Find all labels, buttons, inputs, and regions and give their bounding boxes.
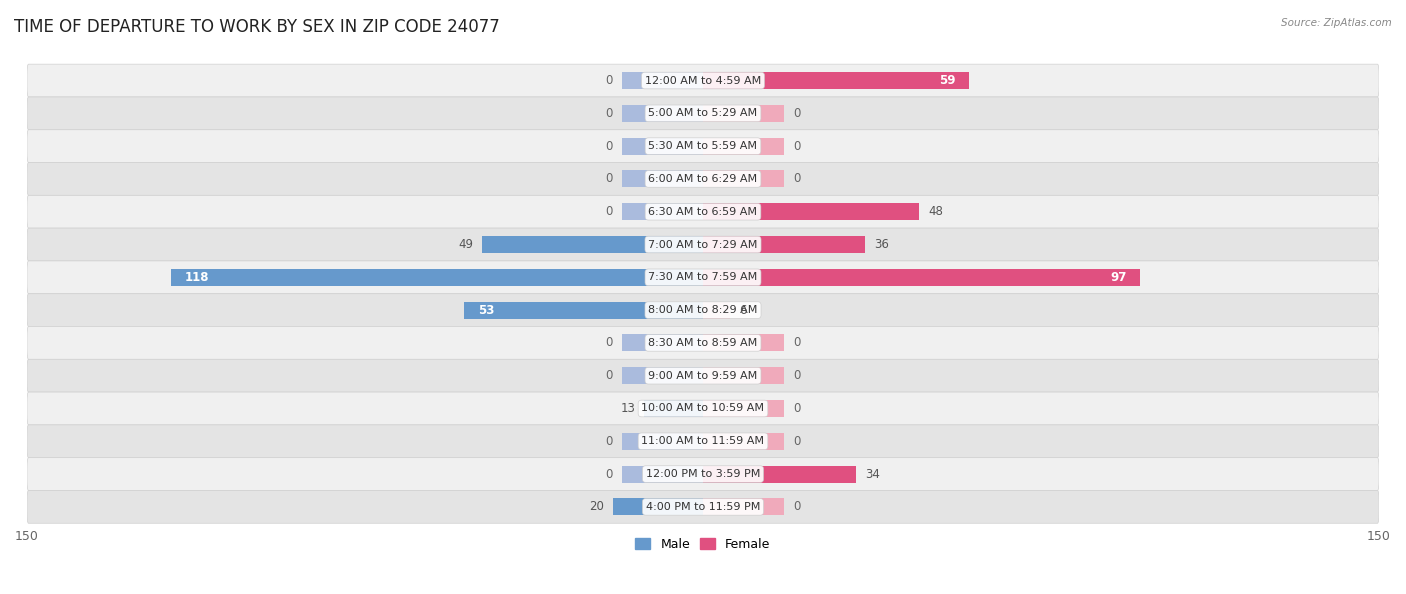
Text: Source: ZipAtlas.com: Source: ZipAtlas.com	[1281, 18, 1392, 28]
Text: 0: 0	[606, 369, 613, 382]
Text: 0: 0	[606, 467, 613, 481]
Text: 13: 13	[620, 402, 636, 415]
Text: 8:30 AM to 8:59 AM: 8:30 AM to 8:59 AM	[648, 338, 758, 348]
Text: 118: 118	[184, 271, 209, 284]
FancyBboxPatch shape	[27, 261, 1379, 293]
Bar	[621, 170, 703, 188]
Text: 53: 53	[478, 304, 494, 317]
Bar	[703, 269, 1140, 286]
Text: 0: 0	[606, 435, 613, 448]
Bar	[621, 367, 703, 384]
Text: 0: 0	[606, 172, 613, 185]
FancyBboxPatch shape	[27, 327, 1379, 359]
Text: 0: 0	[793, 336, 800, 349]
FancyBboxPatch shape	[27, 293, 1379, 327]
Bar	[482, 236, 703, 253]
Text: 10:00 AM to 10:59 AM: 10:00 AM to 10:59 AM	[641, 403, 765, 413]
Text: 7:30 AM to 7:59 AM: 7:30 AM to 7:59 AM	[648, 272, 758, 282]
FancyBboxPatch shape	[27, 97, 1379, 129]
Bar	[703, 367, 785, 384]
FancyBboxPatch shape	[27, 491, 1379, 523]
Text: 0: 0	[793, 500, 800, 513]
Text: 0: 0	[606, 206, 613, 218]
Text: 0: 0	[606, 140, 613, 153]
Text: 0: 0	[606, 336, 613, 349]
FancyBboxPatch shape	[27, 457, 1379, 491]
FancyBboxPatch shape	[27, 228, 1379, 261]
Text: 0: 0	[793, 172, 800, 185]
Text: 36: 36	[875, 238, 889, 251]
Bar	[703, 433, 785, 450]
Text: TIME OF DEPARTURE TO WORK BY SEX IN ZIP CODE 24077: TIME OF DEPARTURE TO WORK BY SEX IN ZIP …	[14, 18, 499, 36]
Bar	[172, 269, 703, 286]
Bar	[703, 498, 785, 516]
FancyBboxPatch shape	[27, 195, 1379, 228]
Bar	[464, 302, 703, 318]
Text: 0: 0	[793, 435, 800, 448]
Text: 5:00 AM to 5:29 AM: 5:00 AM to 5:29 AM	[648, 108, 758, 118]
Bar	[621, 138, 703, 154]
Bar	[621, 72, 703, 89]
Legend: Male, Female: Male, Female	[630, 533, 776, 555]
Bar	[703, 334, 785, 352]
FancyBboxPatch shape	[27, 359, 1379, 392]
FancyBboxPatch shape	[27, 392, 1379, 425]
Text: 48: 48	[928, 206, 943, 218]
FancyBboxPatch shape	[27, 163, 1379, 195]
Bar	[703, 302, 730, 318]
Text: 0: 0	[793, 107, 800, 120]
Bar	[621, 203, 703, 220]
Text: 0: 0	[793, 140, 800, 153]
Text: 7:00 AM to 7:29 AM: 7:00 AM to 7:29 AM	[648, 239, 758, 249]
Text: 0: 0	[606, 74, 613, 87]
Bar	[621, 466, 703, 482]
Text: 97: 97	[1111, 271, 1126, 284]
Bar	[703, 72, 969, 89]
Text: 4:00 PM to 11:59 PM: 4:00 PM to 11:59 PM	[645, 502, 761, 512]
Text: 12:00 PM to 3:59 PM: 12:00 PM to 3:59 PM	[645, 469, 761, 479]
Bar	[621, 105, 703, 122]
Text: 12:00 AM to 4:59 AM: 12:00 AM to 4:59 AM	[645, 75, 761, 86]
Text: 20: 20	[589, 500, 603, 513]
Bar	[613, 498, 703, 516]
Text: 49: 49	[458, 238, 474, 251]
Text: 6:00 AM to 6:29 AM: 6:00 AM to 6:29 AM	[648, 174, 758, 184]
Text: 5:30 AM to 5:59 AM: 5:30 AM to 5:59 AM	[648, 141, 758, 151]
Bar	[703, 138, 785, 154]
Bar	[703, 105, 785, 122]
Text: 6:30 AM to 6:59 AM: 6:30 AM to 6:59 AM	[648, 207, 758, 217]
Text: 0: 0	[793, 369, 800, 382]
FancyBboxPatch shape	[27, 129, 1379, 163]
Bar	[703, 203, 920, 220]
Bar	[644, 400, 703, 417]
Text: 11:00 AM to 11:59 AM: 11:00 AM to 11:59 AM	[641, 436, 765, 446]
Bar	[703, 466, 856, 482]
Bar	[703, 400, 785, 417]
Bar	[621, 433, 703, 450]
Text: 0: 0	[793, 402, 800, 415]
Text: 0: 0	[606, 107, 613, 120]
Text: 34: 34	[865, 467, 880, 481]
Text: 9:00 AM to 9:59 AM: 9:00 AM to 9:59 AM	[648, 371, 758, 381]
FancyBboxPatch shape	[27, 425, 1379, 457]
FancyBboxPatch shape	[27, 64, 1379, 97]
Bar	[621, 334, 703, 352]
Bar	[703, 236, 865, 253]
Text: 6: 6	[740, 304, 747, 317]
Text: 8:00 AM to 8:29 AM: 8:00 AM to 8:29 AM	[648, 305, 758, 315]
Text: 59: 59	[939, 74, 956, 87]
Bar	[703, 170, 785, 188]
